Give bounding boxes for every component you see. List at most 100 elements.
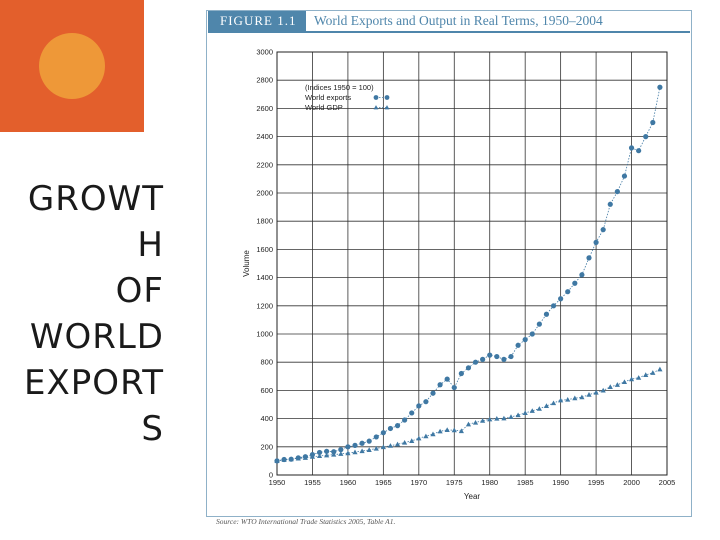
export-point [458,370,464,377]
y-tick-label: 2800 [256,76,273,85]
export-point [550,303,557,309]
export-point [402,417,408,423]
export-point [607,201,613,207]
export-point [373,434,379,440]
export-point [586,255,592,261]
y-tick-label: 1000 [256,330,273,339]
x-tick-label: 1960 [340,478,357,487]
gdp-point [472,419,479,425]
export-point [394,423,401,429]
gdp-point [345,450,351,456]
export-point [515,342,521,348]
legend-marker [384,105,390,110]
gdp-point [359,448,365,454]
export-point [650,119,656,126]
export-point [522,337,528,343]
figure-header: FIGURE 1.1 World Exports and Output in R… [208,11,690,33]
export-point [472,359,479,365]
x-tick-label: 1955 [304,478,321,487]
x-tick-label: 1975 [446,478,463,487]
gdp-point [657,366,663,372]
gdp-point [621,379,628,385]
accent-block [0,0,144,132]
export-point [508,353,514,360]
gdp-point [281,457,287,462]
gdp-point [543,403,550,408]
gdp-point [366,447,372,452]
export-point [331,449,337,455]
export-point [600,227,606,233]
gdp-point [628,376,635,382]
gdp-point [579,394,585,400]
legend-marker [373,105,379,110]
gdp-point [607,384,613,389]
gdp-point [295,455,301,461]
gdp-point [316,453,323,459]
export-point [359,440,365,446]
export-point [480,356,486,362]
export-point [423,399,429,405]
gdp-point [572,395,578,401]
export-point [380,430,386,436]
gdp-point [487,416,493,422]
y-tick-label: 3000 [256,48,273,57]
gdp-point [338,451,344,456]
gdp-point [558,397,564,403]
gdp-point [309,454,316,459]
export-point [558,296,564,302]
export-point [529,331,535,337]
chart-series [274,84,663,464]
export-point [430,390,436,396]
gdp-point [430,431,436,437]
x-tick-label: 1970 [410,478,427,487]
y-tick-label: 2200 [256,160,273,169]
gdp-point [402,439,408,445]
gdp-point [458,428,464,434]
y-tick-label: 1600 [256,245,273,254]
gdp-point [501,415,507,421]
gdp-point [302,455,308,460]
slide-title-line: OF [115,271,164,311]
gdp-point [465,421,472,427]
gdp-point [636,375,642,380]
slide-title-line: S [141,409,164,449]
accent-circle [39,33,105,99]
y-axis-label: Volume [242,250,251,277]
gdp-point [288,456,294,462]
legend-label: World GDP [305,103,343,112]
export-point [636,148,642,154]
y-tick-label: 600 [260,386,273,395]
export-point [593,239,599,245]
figure-header-rule [208,31,690,33]
y-tick-label: 1400 [256,273,273,282]
gdp-point [409,438,415,443]
gdp-point [550,400,557,406]
gdp-point [650,370,656,375]
series-line [276,87,661,462]
gdp-point [394,441,401,447]
y-tick-label: 800 [260,358,273,367]
gdp-point [352,449,358,455]
legend-marker [373,95,379,100]
slide-title-line: WORLD [29,317,164,357]
gdp-point [324,452,330,458]
export-point [366,438,372,444]
export-point [437,382,443,388]
export-point [565,289,571,295]
export-point [643,134,649,140]
x-axis-label: Year [464,492,481,501]
gdp-point [331,451,337,457]
slide-title-line: GROWT [27,179,164,219]
figure-source: Source: WTO International Trade Statisti… [216,517,396,526]
gdp-point [586,392,592,397]
gdp-point [529,408,535,413]
x-tick-label: 1995 [588,478,605,487]
export-point [409,410,415,416]
gdp-point [536,406,542,411]
gdp-point [451,427,457,433]
export-point [444,376,450,382]
export-point [614,188,620,195]
legend-label: World exports [305,93,351,102]
export-point [501,356,507,362]
